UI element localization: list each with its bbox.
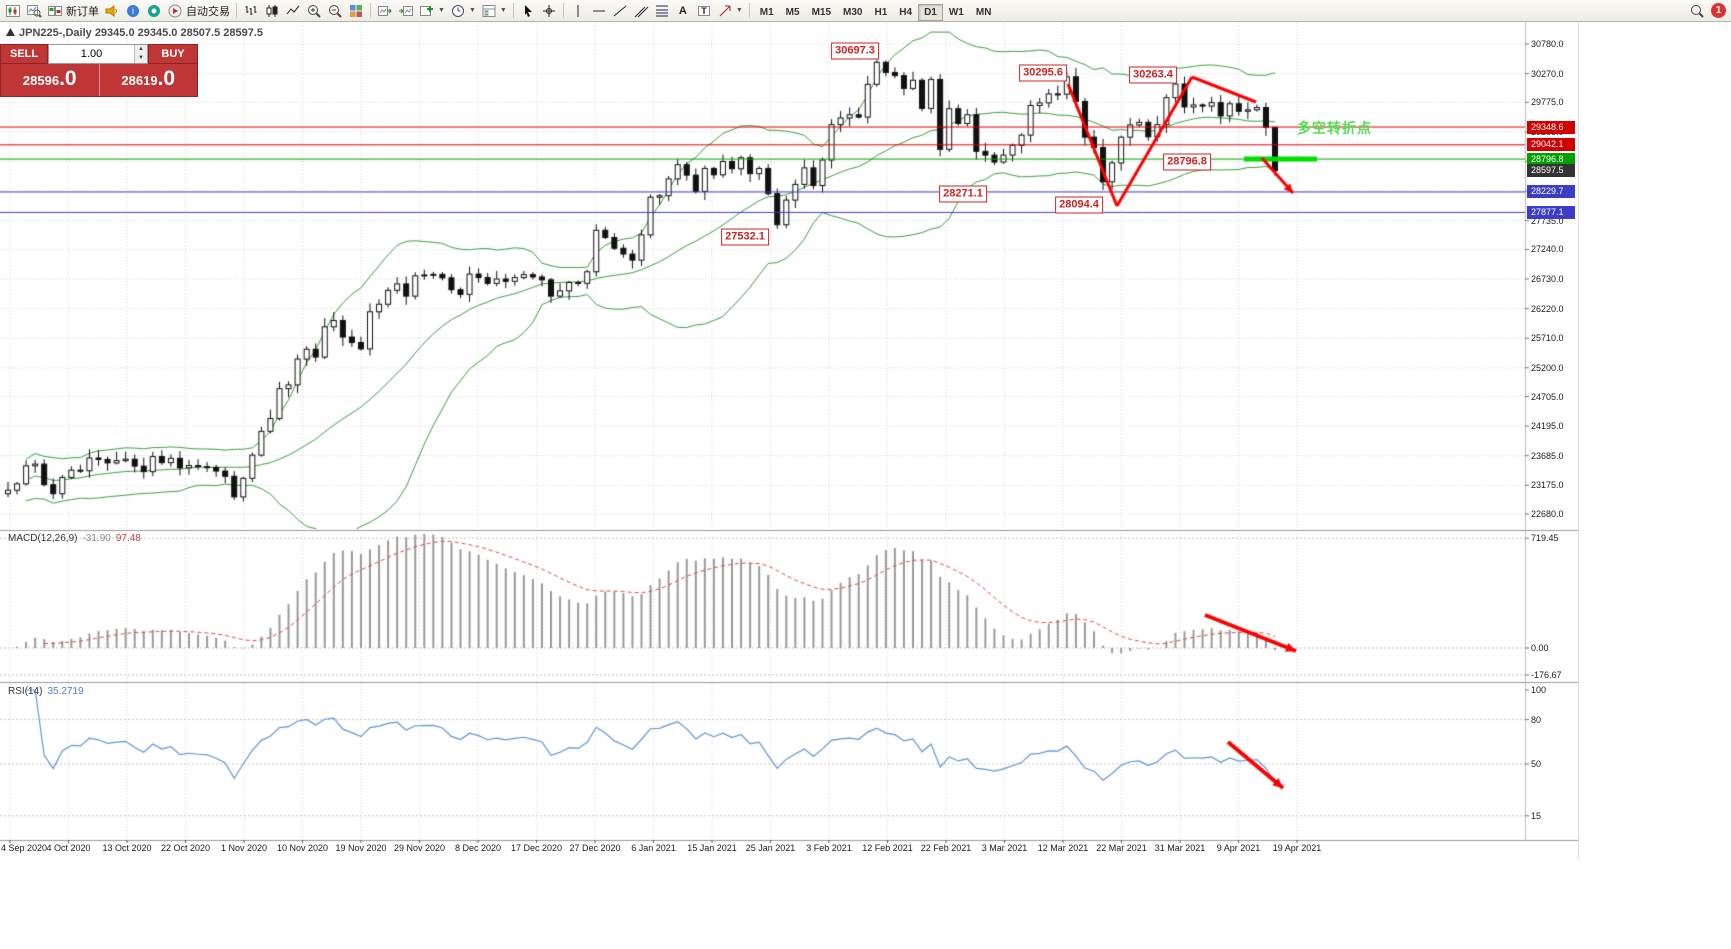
timeframe-m30[interactable]: M30 — [843, 6, 863, 18]
vertical-line-icon[interactable] — [568, 1, 588, 21]
toolbar-right-group: 1 — [1687, 1, 1728, 21]
profiles-icon[interactable] — [24, 1, 44, 21]
buy-price-pips: .0 — [157, 67, 176, 90]
notification-badge[interactable]: 1 — [1711, 3, 1726, 18]
timeframe-m15[interactable]: M15 — [811, 6, 832, 18]
toolbar-separator — [236, 3, 237, 18]
arrows-tool-icon[interactable]: ▼ — [715, 1, 745, 21]
timeframe-h4[interactable]: H4 — [899, 6, 913, 18]
community-icon[interactable] — [144, 1, 164, 21]
svg-text:i: i — [132, 6, 134, 16]
chevron-down-icon: ▼ — [735, 7, 743, 14]
collapse-icon[interactable] — [6, 27, 15, 39]
timeframe-h1[interactable]: H1 — [874, 6, 888, 18]
buy-price: 28619 — [121, 73, 158, 88]
lot-size-input[interactable] — [49, 45, 134, 63]
sell-price-pips: .0 — [59, 67, 77, 90]
buy-price-button[interactable]: 28619 .0 — [98, 64, 198, 96]
templates-icon[interactable]: ▼ — [479, 1, 509, 21]
auto-scroll-icon[interactable] — [375, 1, 395, 21]
chart-shift-icon[interactable] — [396, 1, 416, 21]
svg-text:T: T — [701, 6, 707, 16]
lot-stepper: ▲ ▼ — [134, 45, 147, 63]
trendline-icon[interactable] — [610, 1, 630, 21]
macd-label: MACD(12,26,9) -31.90 97.48 — [8, 533, 141, 544]
timeframe-m5[interactable]: M5 — [785, 6, 800, 18]
one-click-trading-panel: SELL ▲ ▼ BUY 28596 .0 28619 .0 — [0, 44, 198, 97]
new-order-button[interactable]: 新订单 — [45, 1, 101, 21]
sell-price-button[interactable]: 28596 .0 — [1, 64, 99, 96]
toolbar-separator — [748, 3, 750, 18]
buy-button[interactable]: BUY — [148, 44, 198, 64]
stepper-up-icon[interactable]: ▲ — [135, 45, 147, 54]
toolbar-separator — [562, 3, 564, 18]
text-label-icon[interactable]: T — [694, 1, 714, 21]
lot-size-box: ▲ ▼ — [48, 44, 148, 64]
text-icon[interactable]: A — [678, 4, 687, 17]
stepper-down-icon[interactable]: ▼ — [135, 54, 147, 63]
new-chart-icon[interactable] — [3, 1, 23, 21]
autotrade-label: 自动交易 — [186, 5, 230, 18]
indicators-icon[interactable]: ▼ — [417, 1, 447, 21]
horizontal-line-icon[interactable] — [589, 1, 609, 21]
zoom-in-icon[interactable] — [304, 1, 324, 21]
line-chart-icon[interactable] — [283, 1, 303, 21]
toolbar-separator — [512, 3, 514, 18]
timeframe-mn[interactable]: MN — [975, 6, 992, 18]
rsi-value: 35.2719 — [47, 686, 84, 697]
new-order-label: 新订单 — [66, 5, 99, 18]
channel-icon[interactable] — [631, 1, 651, 21]
toolbar-separator — [370, 3, 371, 18]
news-icon[interactable]: i — [123, 1, 143, 21]
rsi-label: RSI(14) 35.2719 — [8, 686, 84, 697]
macd-value: -31.90 — [82, 533, 111, 544]
chart-title-text: JPN225-,Daily 29345.0 29345.0 28507.5 28… — [19, 27, 264, 39]
timeframe-d1[interactable]: D1 — [918, 3, 943, 21]
cursor-icon[interactable] — [518, 1, 538, 21]
horn-icon[interactable] — [102, 1, 122, 21]
timeframe-group: M1 M5 M15 M30 H1 H4 D1 W1 MN — [754, 2, 998, 21]
autotrade-button[interactable]: 自动交易 — [165, 1, 232, 21]
sell-button[interactable]: SELL — [0, 44, 48, 64]
crosshair-icon[interactable] — [539, 1, 559, 21]
sell-price: 28596 — [22, 73, 60, 88]
periods-icon[interactable]: ▼ — [448, 1, 478, 21]
toolbar: 新订单 i 自动交易 ▼ ▼ ▼ A T ▼ M1 M5 M15 M30 H1 H4 D1 W… — [0, 0, 1731, 22]
zoom-out-icon[interactable] — [325, 1, 345, 21]
chevron-down-icon: ▼ — [438, 7, 445, 14]
chart-title: JPN225-,Daily 29345.0 29345.0 28507.5 28… — [6, 27, 263, 39]
search-icon[interactable] — [1687, 1, 1707, 21]
timeframe-m1[interactable]: M1 — [759, 6, 774, 18]
fibonacci-icon[interactable] — [652, 1, 672, 21]
timeframe-w1[interactable]: W1 — [948, 6, 964, 18]
macd-name: MACD(12,26,9) — [8, 533, 78, 544]
tile-windows-icon[interactable] — [346, 1, 366, 21]
chevron-down-icon: ▼ — [468, 7, 476, 14]
chevron-down-icon: ▼ — [499, 7, 507, 14]
macd-signal-value: 97.48 — [115, 533, 141, 544]
rsi-name: RSI(14) — [8, 686, 43, 697]
bar-chart-icon[interactable] — [241, 1, 261, 21]
candlestick-chart-icon[interactable] — [262, 1, 282, 21]
